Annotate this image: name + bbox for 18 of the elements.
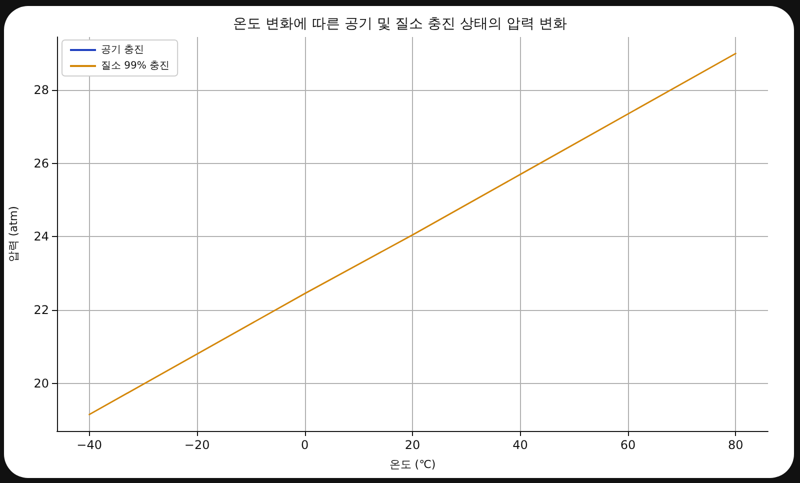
x-tick-label: 40	[512, 438, 528, 452]
y-tick-label: 28	[34, 83, 49, 98]
legend-label: 공기 충진	[101, 44, 144, 56]
x-tick-label: −40	[76, 438, 102, 452]
legend-label: 질소 99% 충진	[101, 60, 170, 72]
x-tick-label: 20	[404, 438, 420, 452]
x-tick-label: 60	[620, 438, 636, 452]
line-series	[88, 52, 736, 416]
x-tick-label: 0	[300, 438, 309, 452]
x-axis-title: 온도 (℃)	[389, 458, 436, 471]
y-tick-label: 22	[34, 303, 49, 318]
chart-title: 온도 변화에 따른 공기 및 질소 충진 상태의 압력 변화	[232, 16, 568, 32]
x-tick-label: −20	[184, 438, 210, 452]
y-axis-title: 압력 (atm)	[7, 206, 20, 262]
y-tick-label: 24	[34, 230, 49, 244]
y-tick-label: 26	[34, 156, 49, 170]
y-tick-label: 20	[34, 376, 49, 390]
x-tick-label: 80	[728, 438, 744, 452]
